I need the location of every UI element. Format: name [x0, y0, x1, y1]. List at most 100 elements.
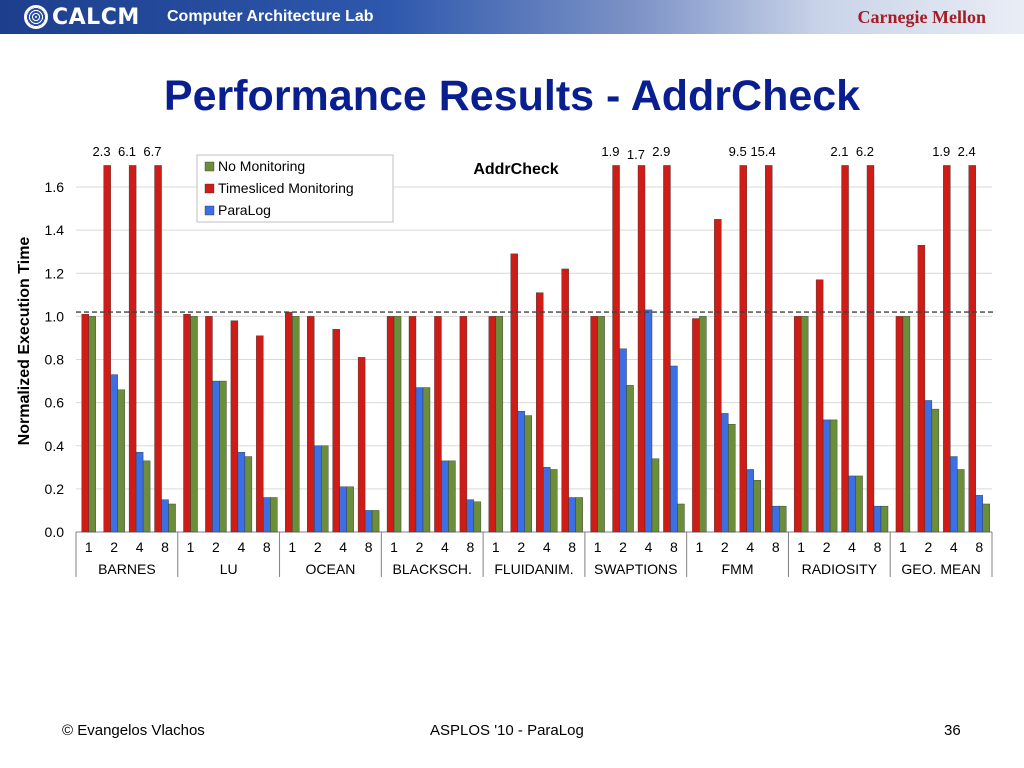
bar-timesliced	[488, 316, 497, 533]
bar-timesliced	[765, 165, 773, 533]
footer-venue: ASPLOS '10 - ParaLog	[430, 722, 584, 739]
y-tick-label: 1.2	[45, 265, 65, 281]
university-name: Carnegie Mellon	[857, 7, 986, 27]
bar-timesliced	[739, 165, 747, 533]
x-tick-label: 2	[721, 539, 729, 555]
bar-no-monitoring	[597, 316, 605, 533]
footer-author: © Evangelos Vlachos	[62, 722, 205, 739]
x-tick-label: 4	[237, 539, 245, 555]
bar-paralog	[975, 495, 983, 533]
category-label: LU	[220, 561, 238, 577]
legend: No Monitoring Timesliced Monitoring ParaLo…	[196, 154, 394, 223]
data-label: 9.5	[729, 144, 747, 159]
bar-no-monitoring	[651, 458, 660, 533]
y-tick-label: 0.0	[45, 524, 65, 540]
bar-timesliced	[841, 165, 849, 533]
bar-timesliced	[561, 268, 569, 533]
x-tick-label: 2	[517, 539, 525, 555]
data-label: 6.1	[118, 144, 136, 159]
bar-timesliced	[459, 316, 468, 533]
bar-timesliced	[917, 245, 926, 533]
x-tick-label: 8	[772, 539, 780, 555]
x-tick-label: 8	[365, 539, 373, 555]
data-label: 2.3	[93, 144, 111, 159]
bar-paralog	[364, 510, 373, 533]
x-tick-label: 4	[339, 539, 347, 555]
x-tick-label: 1	[797, 539, 805, 555]
bar-timesliced	[103, 165, 111, 533]
category-label: GEO. MEAN	[901, 561, 980, 577]
legend-swatch	[204, 205, 215, 216]
bar-timesliced	[357, 357, 366, 533]
legend-label: No Monitoring	[218, 158, 305, 174]
x-tick-label: 1	[187, 539, 195, 555]
bar-no-monitoring	[422, 387, 431, 533]
calcm-logo-icon	[24, 5, 48, 29]
bar-no-monitoring	[753, 480, 761, 533]
x-tick-label: 1	[390, 539, 398, 555]
bar-timesliced	[386, 316, 395, 533]
y-tick-label: 1.0	[45, 308, 65, 324]
x-tick-label: 4	[950, 539, 958, 555]
bar-paralog	[135, 452, 144, 533]
bar-paralog	[441, 460, 449, 533]
x-tick-label: 8	[263, 539, 271, 555]
x-tick-label: 1	[85, 539, 93, 555]
bar-paralog	[746, 469, 754, 533]
legend-label: ParaLog	[218, 202, 271, 218]
bar-timesliced	[408, 316, 417, 533]
x-tick-label: 4	[746, 539, 754, 555]
bar-paralog	[772, 505, 780, 533]
bar-no-monitoring	[219, 380, 227, 533]
bar-timesliced	[510, 253, 518, 533]
bar-timesliced	[612, 165, 620, 533]
bar-paralog	[339, 486, 347, 533]
bar-no-monitoring	[800, 316, 809, 533]
x-tick-label: 1	[288, 539, 296, 555]
bar-no-monitoring	[495, 316, 504, 533]
bar-paralog	[110, 374, 118, 533]
data-label: 1.9	[932, 144, 950, 159]
x-tick-label: 2	[823, 539, 831, 555]
x-tick-label: 2	[110, 539, 118, 555]
bar-no-monitoring	[779, 505, 787, 533]
category-label: FMM	[722, 561, 754, 577]
legend-swatch	[204, 183, 215, 194]
bar-no-monitoring	[626, 385, 634, 533]
bar-timesliced	[968, 165, 976, 533]
bar-paralog	[237, 452, 246, 533]
bar-paralog	[848, 475, 856, 533]
bar-timesliced	[692, 318, 700, 533]
bar-timesliced	[793, 316, 802, 533]
y-tick-label: 0.6	[45, 395, 65, 411]
x-tick-label: 1	[594, 539, 602, 555]
legend-swatch	[204, 161, 215, 172]
bar-no-monitoring	[902, 316, 911, 533]
bar-no-monitoring	[168, 503, 176, 533]
bar-no-monitoring	[346, 486, 354, 533]
bar-paralog	[568, 497, 576, 533]
bar-timesliced	[866, 165, 875, 533]
bar-paralog	[924, 400, 933, 533]
category-label: SWAPTIONS	[594, 561, 678, 577]
bar-timesliced	[332, 329, 340, 533]
calcm-logo: CALCM	[24, 4, 140, 30]
x-tick-label: 4	[645, 539, 653, 555]
data-label: 1.9	[601, 144, 619, 159]
bar-timesliced	[256, 335, 264, 533]
x-tick-label: 2	[924, 539, 932, 555]
x-tick-label: 8	[670, 539, 678, 555]
x-tick-label: 4	[441, 539, 449, 555]
data-label: 6.7	[143, 144, 161, 159]
bar-timesliced	[590, 316, 598, 533]
bar-paralog	[950, 456, 958, 533]
x-tick-label: 8	[975, 539, 983, 555]
bar-timesliced	[663, 165, 671, 533]
bar-no-monitoring	[982, 503, 990, 533]
bar-no-monitoring	[699, 316, 707, 533]
bar-paralog	[619, 348, 627, 533]
bar-no-monitoring	[524, 415, 532, 533]
bar-paralog	[161, 499, 169, 533]
bar-paralog	[314, 445, 322, 533]
logo-text: CALCM	[52, 4, 140, 30]
